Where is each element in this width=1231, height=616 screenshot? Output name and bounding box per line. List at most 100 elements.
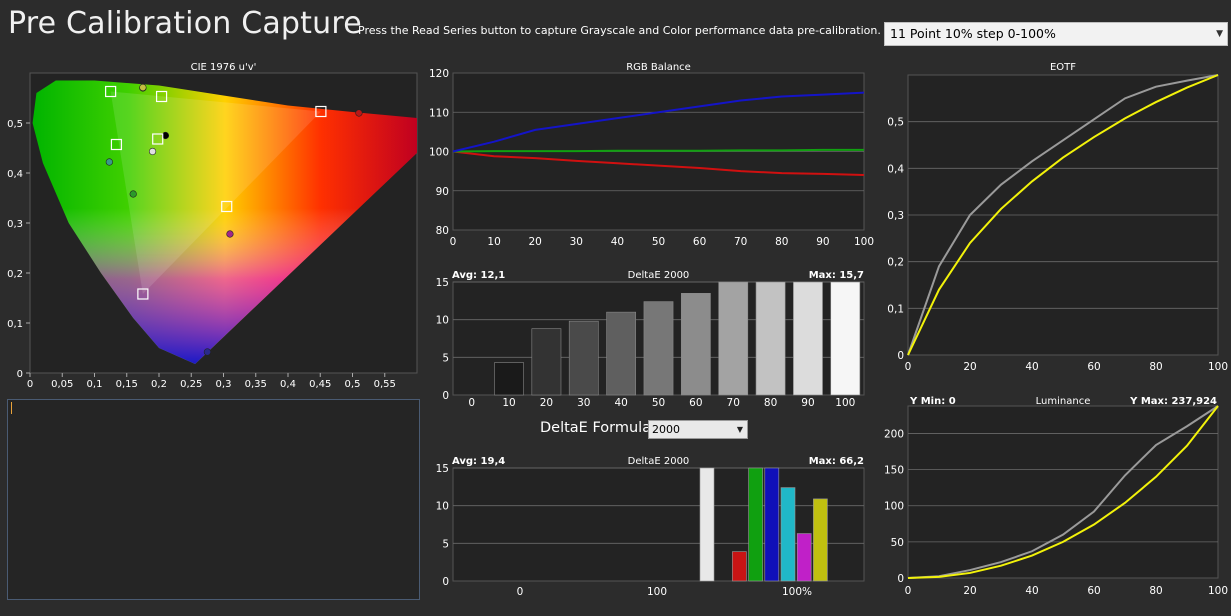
x-tick-label: 0,1 <box>87 379 103 390</box>
x-tick-label: 60 <box>693 236 706 248</box>
measured-point-green2 <box>130 191 137 198</box>
x-tick-label: 60 <box>1087 585 1100 597</box>
x-tick-label: 0,25 <box>180 379 202 390</box>
x-tick-label: 0 <box>27 379 33 390</box>
series-select[interactable]: 11 Point 10% step 0-100% ▼ <box>884 22 1228 46</box>
rgb-balance-chart: RGB Balance80901001101200 10 20 30 40 50 60 70 8… <box>422 58 874 250</box>
chart-title: EOTF <box>1050 62 1076 73</box>
y-tick-label: 0 <box>17 369 23 380</box>
y-tick-label: 0,1 <box>7 319 23 330</box>
x-tick-label: 90 <box>801 397 814 409</box>
y-tick-label: 0 <box>897 350 904 362</box>
y-tick-label: 100 <box>429 147 449 159</box>
bar-yellow <box>813 499 827 581</box>
y-tick-label: 200 <box>884 428 904 440</box>
x-tick-label: 0,3 <box>216 379 232 390</box>
y-tick-label: 110 <box>429 107 449 119</box>
bar-red <box>732 552 746 581</box>
x-tick-label: 20 <box>540 397 553 409</box>
y-tick-label: 0 <box>897 573 904 585</box>
x-tick-label: 60 <box>1087 361 1100 373</box>
x-tick-label: 10 <box>487 236 500 248</box>
x-tick-label: 0,05 <box>51 379 73 390</box>
y-tick-label: 15 <box>436 463 449 475</box>
bar-80 <box>756 282 785 395</box>
page-title: Pre Calibration Capture <box>8 6 362 41</box>
x-tick-label: 100 <box>647 586 667 598</box>
bar-10 <box>494 363 523 395</box>
y-tick-label: 5 <box>442 352 449 364</box>
y-tick-label: 120 <box>429 68 449 80</box>
y-tick-label: 90 <box>436 186 449 198</box>
y-tick-label: 0,4 <box>7 169 23 180</box>
y-tick-label: 0,2 <box>7 269 23 280</box>
bar-70 <box>719 282 748 395</box>
y-tick-label: 80 <box>436 225 449 237</box>
plot-area <box>908 406 1218 578</box>
x-tick-label: 80 <box>775 236 788 248</box>
y-tick-label: 0,2 <box>887 257 904 269</box>
chart-title: DeltaE 2000 <box>628 456 690 467</box>
eotf-chart: EOTF 0 0,1 0,2 0,3 0,4 0,5 0 20 40 60 80 100 <box>872 58 1231 376</box>
x-tick-label: 80 <box>764 397 777 409</box>
bar-magenta <box>797 534 811 581</box>
chart-title: RGB Balance <box>626 62 691 73</box>
measured-point-white <box>149 148 156 155</box>
x-tick-label: 0,2 <box>151 379 167 390</box>
x-tick-label: 30 <box>577 397 590 409</box>
x-tick-label: 0 <box>450 236 457 248</box>
y-min-label: Y Min: 0 <box>909 396 956 407</box>
y-tick-label: 15 <box>436 277 449 289</box>
measured-point-red <box>356 110 363 117</box>
measured-point-blue <box>204 349 211 356</box>
deltae-formula-label: DeltaE Formula <box>540 420 651 436</box>
y-tick-label: 0 <box>442 576 449 588</box>
y-tick-label: 0,1 <box>887 303 904 315</box>
y-tick-label: 100 <box>884 501 904 513</box>
y-tick-label: 0,4 <box>887 163 904 175</box>
x-tick-label: 40 <box>611 236 624 248</box>
deltae-formula-select[interactable]: 2000 ▼ <box>648 420 748 439</box>
bar-white <box>700 468 714 581</box>
instructions-text: Press the Read Series button to capture … <box>358 24 881 37</box>
x-tick-label: 40 <box>1025 361 1038 373</box>
y-tick-label: 0 <box>442 390 449 402</box>
x-tick-label: 0,15 <box>116 379 138 390</box>
y-tick-label: 150 <box>884 465 904 477</box>
avg-label: Avg: 12,1 <box>452 270 505 281</box>
bar-cyan <box>781 488 795 581</box>
log-text-area[interactable] <box>7 399 420 600</box>
x-tick-label: 70 <box>734 236 747 248</box>
x-tick-label: 60 <box>689 397 702 409</box>
luminance-chart: Luminance Y Min: 0 Y Max: 237,924 0 50 100 150… <box>872 392 1231 600</box>
deltae-grayscale-chart: DeltaE 2000 Avg: 12,1 Max: 15,7 0 5 10 15 0 10 20… <box>422 266 874 412</box>
x-tick-label: 90 <box>816 236 829 248</box>
x-tick-label: 0,55 <box>374 379 396 390</box>
chevron-down-icon[interactable]: ▼ <box>1216 23 1223 45</box>
x-tick-label: 40 <box>1025 585 1038 597</box>
y-tick-label: 0,3 <box>887 210 904 222</box>
chevron-down-icon[interactable]: ▼ <box>737 421 743 438</box>
x-tick-label: 0,4 <box>280 379 296 390</box>
x-tick-label: 20 <box>529 236 542 248</box>
y-tick-label: 5 <box>442 538 449 550</box>
bar-40 <box>607 312 636 395</box>
x-tick-label: 30 <box>570 236 583 248</box>
y-tick-label: 50 <box>891 537 904 549</box>
x-tick-label: 10 <box>502 397 515 409</box>
deltae-formula-value: 2000 <box>652 423 680 436</box>
avg-label: Avg: 19,4 <box>452 456 505 467</box>
chart-title: DeltaE 2000 <box>628 270 690 281</box>
x-tick-label: 20 <box>963 585 976 597</box>
bar-green <box>749 468 763 581</box>
bar-100 <box>831 282 860 395</box>
x-tick-label: 0,45 <box>309 379 331 390</box>
y-max-label: Y Max: 237,924 <box>1129 396 1217 407</box>
y-tick-label: 0,3 <box>7 219 23 230</box>
bar-90 <box>793 282 822 395</box>
y-tick-label: 10 <box>436 501 449 513</box>
chart-title: Luminance <box>1036 396 1091 407</box>
x-tick-label: 80 <box>1149 585 1162 597</box>
max-label: Max: 15,7 <box>809 270 864 281</box>
bar-50 <box>644 302 673 395</box>
